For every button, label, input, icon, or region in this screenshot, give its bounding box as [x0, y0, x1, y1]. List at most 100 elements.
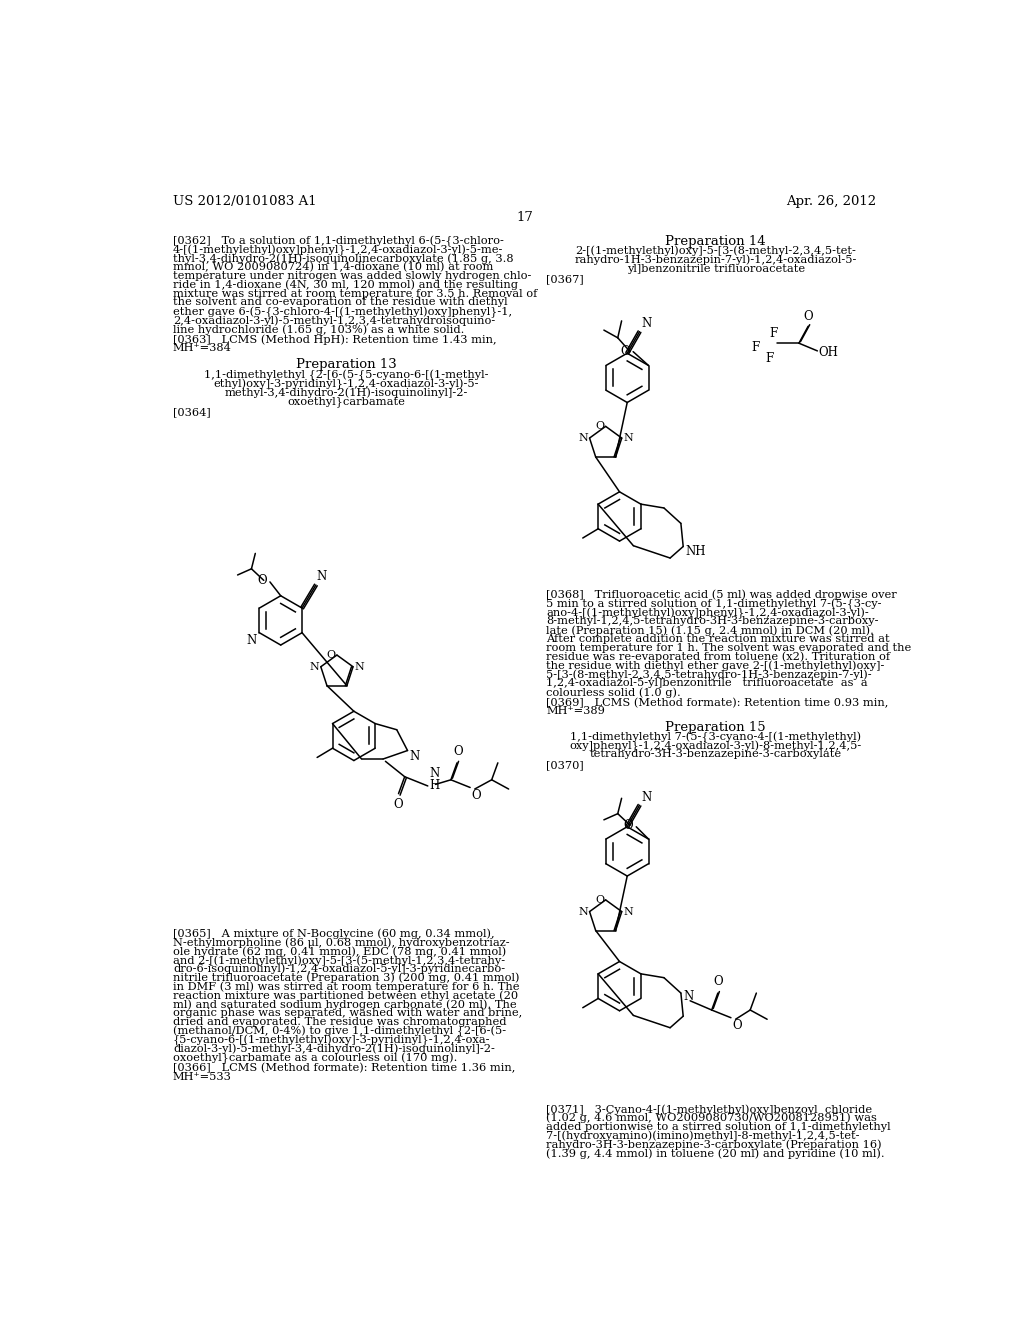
Text: residue was re-evaporated from toluene (x2). Trituration of: residue was re-evaporated from toluene (… — [547, 652, 891, 663]
Text: {5-cyano-6-[(1-methylethyl)oxy]-3-pyridinyl}-1,2,4-oxa-: {5-cyano-6-[(1-methylethyl)oxy]-3-pyridi… — [173, 1035, 490, 1045]
Text: oxoethyl}carbamate as a colourless oil (170 mg).: oxoethyl}carbamate as a colourless oil (… — [173, 1052, 458, 1064]
Text: late (Preparation 15) (1.15 g, 2.4 mmol) in DCM (20 ml).: late (Preparation 15) (1.15 g, 2.4 mmol)… — [547, 626, 874, 636]
Text: methyl-3,4-dihydro-2(1H)-isoquinolinyl]-2-: methyl-3,4-dihydro-2(1H)-isoquinolinyl]-… — [224, 387, 468, 397]
Text: line hydrochloride (1.65 g, 103%) as a white solid.: line hydrochloride (1.65 g, 103%) as a w… — [173, 323, 464, 334]
Text: [0370]: [0370] — [547, 760, 584, 771]
Text: 1,2,4-oxadiazol-5-yl]benzonitrile   trifluoroacetate  as  a: 1,2,4-oxadiazol-5-yl]benzonitrile triflu… — [547, 678, 868, 688]
Text: thyl-3,4-dihydro-2(1H)-isoquinolinecarboxylate (1.85 g, 3.8: thyl-3,4-dihydro-2(1H)-isoquinolinecarbo… — [173, 253, 513, 264]
Text: tetrahydro-3H-3-benzazepine-3-carboxylate: tetrahydro-3H-3-benzazepine-3-carboxylat… — [590, 750, 842, 759]
Text: dro-6-isoquinolinyl)-1,2,4-oxadiazol-5-yl]-3-pyridinecarbo-: dro-6-isoquinolinyl)-1,2,4-oxadiazol-5-y… — [173, 964, 505, 974]
Text: O: O — [804, 310, 813, 323]
Text: Preparation 13: Preparation 13 — [296, 358, 396, 371]
Text: ride in 1,4-dioxane (4N, 30 ml, 120 mmol) and the resulting: ride in 1,4-dioxane (4N, 30 ml, 120 mmol… — [173, 280, 518, 290]
Text: N-ethylmorpholine (86 μl, 0.68 mmol), hydroxybenzotriaz-: N-ethylmorpholine (86 μl, 0.68 mmol), hy… — [173, 937, 510, 948]
Text: ether gave 6-(5-{3-chloro-4-[(1-methylethyl)oxy]phenyl}-1,: ether gave 6-(5-{3-chloro-4-[(1-methylet… — [173, 306, 512, 318]
Text: temperature under nitrogen was added slowly hydrogen chlo-: temperature under nitrogen was added slo… — [173, 271, 531, 281]
Text: Apr. 26, 2012: Apr. 26, 2012 — [786, 195, 877, 209]
Text: O: O — [624, 818, 633, 832]
Text: N: N — [354, 661, 365, 672]
Text: OH: OH — [818, 346, 838, 359]
Text: F: F — [766, 352, 774, 366]
Text: oxy]phenyl}-1,2,4-oxadiazol-3-yl)-8-methyl-1,2,4,5-: oxy]phenyl}-1,2,4-oxadiazol-3-yl)-8-meth… — [569, 741, 862, 752]
Text: O: O — [257, 574, 267, 587]
Text: O: O — [621, 345, 630, 358]
Text: 2-[(1-methylethyl)oxy]-5-[3-(8-methyl-2,3,4,5-tet-: 2-[(1-methylethyl)oxy]-5-[3-(8-methyl-2,… — [575, 246, 856, 256]
Text: and 2-[(1-methylethyl)oxy]-5-[3-(5-methyl-1,2,3,4-tetrahy-: and 2-[(1-methylethyl)oxy]-5-[3-(5-methy… — [173, 954, 505, 965]
Text: NH: NH — [685, 545, 706, 558]
Text: rahydro-3H-3-benzazepine-3-carboxylate (Preparation 16): rahydro-3H-3-benzazepine-3-carboxylate (… — [547, 1139, 882, 1150]
Text: ml) and saturated sodium hydrogen carbonate (20 ml). The: ml) and saturated sodium hydrogen carbon… — [173, 999, 516, 1010]
Text: (1.02 g, 4.6 mmol, WO2009080730/WO2008128951) was: (1.02 g, 4.6 mmol, WO2009080730/WO200812… — [547, 1113, 878, 1123]
Text: nitrile trifluoroacetate (Preparation 3) (200 mg, 0.41 mmol): nitrile trifluoroacetate (Preparation 3)… — [173, 973, 519, 983]
Text: dried and evaporated. The residue was chromatographed: dried and evaporated. The residue was ch… — [173, 1016, 507, 1027]
Text: N: N — [641, 791, 651, 804]
Text: diazol-3-yl)-5-methyl-3,4-dihydro-2(1H)-isoquinolinyl]-2-: diazol-3-yl)-5-methyl-3,4-dihydro-2(1H)-… — [173, 1044, 495, 1055]
Text: ethyl)oxy]-3-pyridinyl}-1,2,4-oxadiazol-3-yl)-5-: ethyl)oxy]-3-pyridinyl}-1,2,4-oxadiazol-… — [213, 379, 479, 389]
Text: [0363]   LCMS (Method HpH): Retention time 1.43 min,: [0363] LCMS (Method HpH): Retention time… — [173, 334, 497, 345]
Text: ole hydrate (62 mg, 0.41 mmol), EDC (78 mg, 0.41 mmol): ole hydrate (62 mg, 0.41 mmol), EDC (78 … — [173, 946, 506, 957]
Text: 5 min to a stirred solution of 1,1-dimethylethyl 7-(5-{3-cy-: 5 min to a stirred solution of 1,1-dimet… — [547, 598, 882, 610]
Text: yl]benzonitrile trifluoroacetate: yl]benzonitrile trifluoroacetate — [627, 264, 805, 273]
Text: 1,1-dimethylethyl 7-(5-{3-cyano-4-[(1-methylethyl): 1,1-dimethylethyl 7-(5-{3-cyano-4-[(1-me… — [570, 731, 861, 743]
Text: [0368]   Trifluoroacetic acid (5 ml) was added dropwise over: [0368] Trifluoroacetic acid (5 ml) was a… — [547, 590, 897, 601]
Text: N: N — [624, 907, 633, 916]
Text: O: O — [393, 799, 402, 812]
Text: 2,4-oxadiazol-3-yl)-5-methyl-1,2,3,4-tetrahydroisoquino-: 2,4-oxadiazol-3-yl)-5-methyl-1,2,3,4-tet… — [173, 315, 496, 326]
Text: 4-[(1-methylethyl)oxy]phenyl}-1,2,4-oxadiazol-3-yl)-5-me-: 4-[(1-methylethyl)oxy]phenyl}-1,2,4-oxad… — [173, 244, 503, 256]
Text: 8-methyl-1,2,4,5-tetrahydro-3H-3-benzazepine-3-carboxy-: 8-methyl-1,2,4,5-tetrahydro-3H-3-benzaze… — [547, 616, 879, 626]
Text: O: O — [732, 1019, 742, 1032]
Text: reaction mixture was partitioned between ethyl acetate (20: reaction mixture was partitioned between… — [173, 990, 518, 1001]
Text: N: N — [309, 661, 319, 672]
Text: 17: 17 — [516, 211, 534, 224]
Text: [0362]   To a solution of 1,1-dimethylethyl 6-(5-{3-chloro-: [0362] To a solution of 1,1-dimethylethy… — [173, 235, 504, 247]
Text: [0366]   LCMS (Method formate): Retention time 1.36 min,: [0366] LCMS (Method formate): Retention … — [173, 1063, 515, 1073]
Text: O: O — [714, 975, 723, 989]
Text: in DMF (3 ml) was stirred at room temperature for 6 h. The: in DMF (3 ml) was stirred at room temper… — [173, 982, 519, 993]
Text: N: N — [410, 750, 420, 763]
Text: oxoethyl}carbamate: oxoethyl}carbamate — [287, 396, 406, 407]
Text: [0369]   LCMS (Method formate): Retention time 0.93 min,: [0369] LCMS (Method formate): Retention … — [547, 697, 889, 708]
Text: O: O — [595, 421, 604, 432]
Text: mmol, WO 2009080724) in 1,4-dioxane (10 ml) at room: mmol, WO 2009080724) in 1,4-dioxane (10 … — [173, 261, 494, 272]
Text: (methanol/DCM, 0-4%) to give 1,1-dimethylethyl {2-[6-(5-: (methanol/DCM, 0-4%) to give 1,1-dimethy… — [173, 1026, 506, 1038]
Text: room temperature for 1 h. The solvent was evaporated and the: room temperature for 1 h. The solvent wa… — [547, 643, 911, 652]
Text: O: O — [327, 649, 336, 660]
Text: N: N — [579, 907, 588, 916]
Text: US 2012/0101083 A1: US 2012/0101083 A1 — [173, 195, 316, 209]
Text: MH⁺=384: MH⁺=384 — [173, 343, 231, 354]
Text: N: N — [624, 433, 633, 444]
Text: [0367]: [0367] — [547, 275, 584, 285]
Text: N: N — [247, 635, 257, 647]
Text: N: N — [429, 767, 439, 780]
Text: the residue with diethyl ether gave 2-[(1-methylethyl)oxy]-: the residue with diethyl ether gave 2-[(… — [547, 660, 885, 671]
Text: (1.39 g, 4.4 mmol) in toluene (20 ml) and pyridine (10 ml).: (1.39 g, 4.4 mmol) in toluene (20 ml) an… — [547, 1148, 885, 1159]
Text: MH⁺=389: MH⁺=389 — [547, 706, 605, 717]
Text: Preparation 15: Preparation 15 — [666, 721, 766, 734]
Text: 5-[3-(8-methyl-2,3,4,5-tetrahydro-1H-3-benzazepin-7-yl)-: 5-[3-(8-methyl-2,3,4,5-tetrahydro-1H-3-b… — [547, 669, 872, 680]
Text: O: O — [454, 746, 464, 758]
Text: After complete addition the reaction mixture was stirred at: After complete addition the reaction mix… — [547, 634, 890, 644]
Text: the solvent and co-evaporation of the residue with diethyl: the solvent and co-evaporation of the re… — [173, 297, 508, 308]
Text: colourless solid (1.0 g).: colourless solid (1.0 g). — [547, 686, 681, 697]
Text: added portionwise to a stirred solution of 1,1-dimethylethyl: added portionwise to a stirred solution … — [547, 1122, 891, 1131]
Text: N: N — [683, 990, 693, 1003]
Text: 1,1-dimethylethyl {2-[6-(5-{5-cyano-6-[(1-methyl-: 1,1-dimethylethyl {2-[6-(5-{5-cyano-6-[(… — [204, 370, 488, 380]
Text: [0364]: [0364] — [173, 407, 211, 417]
Text: ano-4-[(1-methylethyl)oxy]phenyl}-1,2,4-oxadiazol-3-yl)-: ano-4-[(1-methylethyl)oxy]phenyl}-1,2,4-… — [547, 607, 869, 619]
Text: Preparation 14: Preparation 14 — [666, 235, 766, 248]
Text: organic phase was separated, washed with water and brine,: organic phase was separated, washed with… — [173, 1008, 522, 1018]
Text: 7-[(hydroxyamino)(imino)methyl]-8-methyl-1,2,4,5-tet-: 7-[(hydroxyamino)(imino)methyl]-8-methyl… — [547, 1130, 860, 1140]
Text: F: F — [752, 341, 760, 354]
Text: N: N — [316, 570, 327, 583]
Text: MH⁺=533: MH⁺=533 — [173, 1072, 231, 1081]
Text: H: H — [429, 779, 439, 792]
Text: N: N — [641, 317, 651, 330]
Text: [0365]   A mixture of N-Bocglycine (60 mg, 0.34 mmol),: [0365] A mixture of N-Bocglycine (60 mg,… — [173, 928, 495, 939]
Text: F: F — [769, 327, 777, 341]
Text: rahydro-1H-3-benzazepin-7-yl)-1,2,4-oxadiazol-5-: rahydro-1H-3-benzazepin-7-yl)-1,2,4-oxad… — [574, 255, 857, 265]
Text: N: N — [579, 433, 588, 444]
Text: O: O — [595, 895, 604, 906]
Text: mixture was stirred at room temperature for 3.5 h. Removal of: mixture was stirred at room temperature … — [173, 289, 538, 298]
Text: O: O — [472, 789, 481, 803]
Text: [0371]   3-Cyano-4-[(1-methylethyl)oxy]benzoyl  chloride: [0371] 3-Cyano-4-[(1-methylethyl)oxy]ben… — [547, 1104, 872, 1114]
